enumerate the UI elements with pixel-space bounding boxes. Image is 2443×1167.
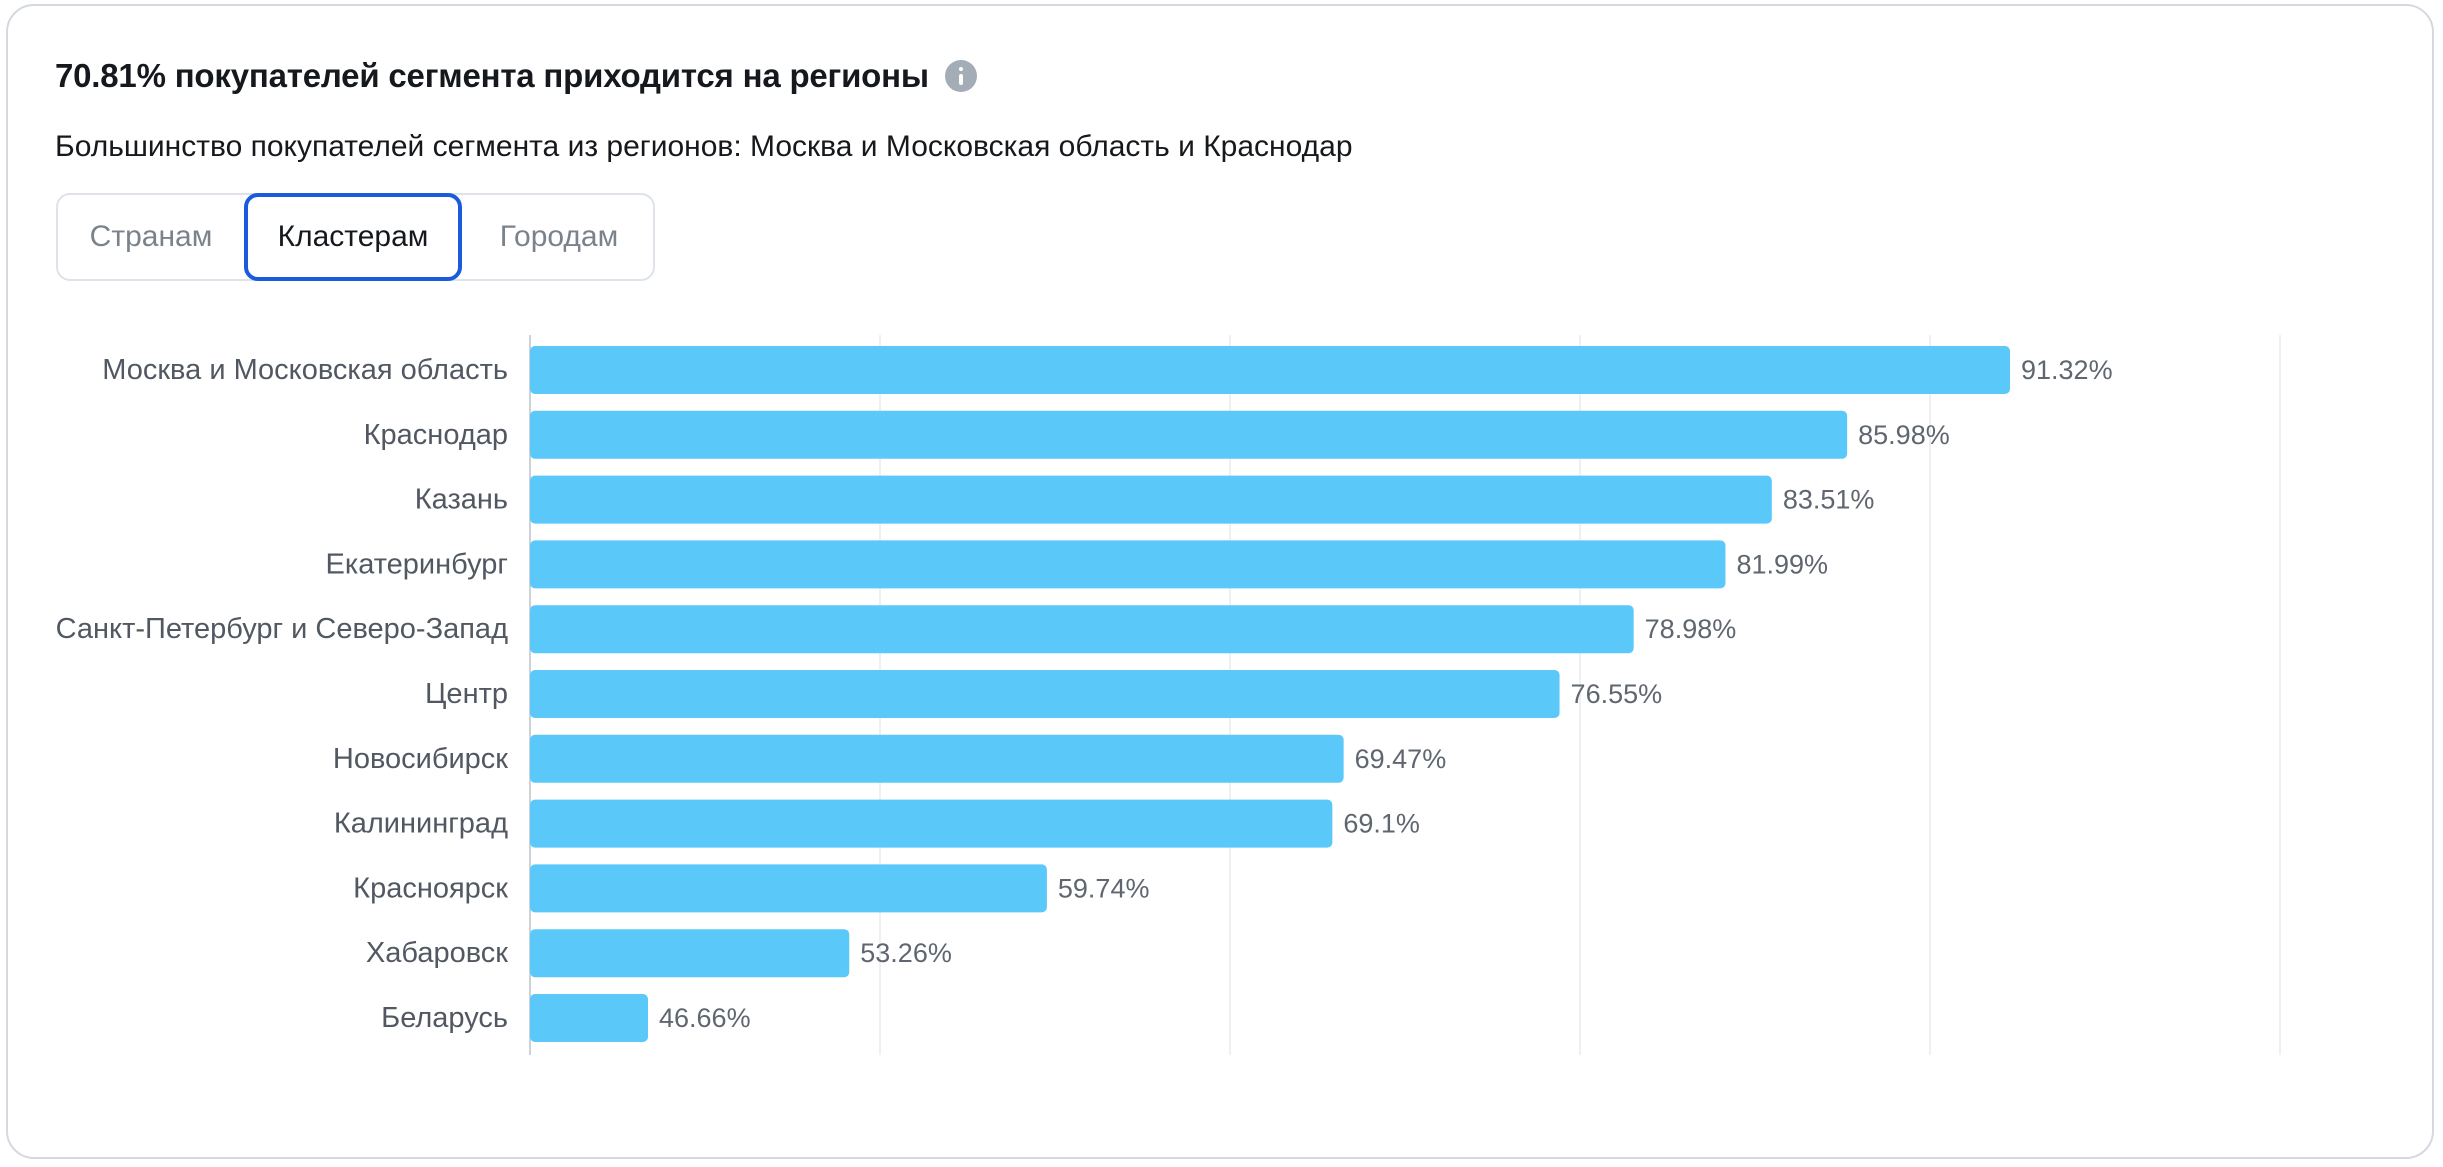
data-label: 83.51%	[1783, 485, 1875, 515]
category-label: Казань	[415, 484, 508, 516]
category-label: Хабаровск	[366, 937, 508, 969]
tab-countries[interactable]: Странам	[89, 220, 213, 253]
data-label: 69.47%	[1355, 744, 1447, 774]
bar	[530, 864, 1047, 913]
bar	[530, 670, 1560, 718]
data-label: 76.55%	[1571, 679, 1663, 709]
category-label: Москва и Московская область	[102, 354, 508, 386]
category-label: Краснодар	[364, 419, 508, 451]
data-label: 78.98%	[1645, 614, 1737, 644]
category-label: Калининград	[334, 808, 508, 840]
summary-text: Большинство покупателей сегмента из реги…	[55, 130, 1353, 163]
bar	[530, 734, 1344, 783]
data-label: 59.74%	[1058, 873, 1150, 903]
category-label: Санкт-Петербург и Северо-Запад	[56, 613, 508, 645]
info-icon[interactable]	[944, 60, 977, 92]
category-label: Екатеринбург	[326, 548, 508, 580]
bar	[530, 346, 2010, 394]
bar	[530, 540, 1726, 589]
bar	[530, 605, 1634, 654]
category-label: Новосибирск	[333, 743, 508, 775]
bar	[530, 929, 850, 978]
data-label: 81.99%	[1736, 549, 1828, 579]
title-row: 70.81% покупателей сегмента приходится н…	[55, 55, 977, 97]
tab-cities[interactable]: Городам	[499, 220, 619, 253]
data-label: 69.1%	[1343, 809, 1420, 839]
data-label: 46.66%	[659, 1003, 751, 1033]
bar	[530, 799, 1333, 848]
category-label: Центр	[425, 678, 508, 710]
data-label: 85.98%	[1858, 420, 1950, 450]
category-label: Беларусь	[381, 1002, 508, 1034]
data-label: 91.32%	[2021, 355, 2113, 385]
category-label: Красноярск	[353, 872, 508, 904]
segment-regions-card: 70.81% покупателей сегмента приходится н…	[6, 4, 2434, 1159]
bar	[530, 994, 648, 1042]
tab-clusters[interactable]: Кластерам	[244, 193, 462, 281]
bar	[530, 475, 1772, 524]
data-label: 53.26%	[860, 938, 952, 968]
bar	[530, 410, 1848, 459]
page-title: 70.81% покупателей сегмента приходится н…	[55, 57, 929, 94]
grouping-tabs: Странам Кластерам Городам	[56, 193, 655, 281]
